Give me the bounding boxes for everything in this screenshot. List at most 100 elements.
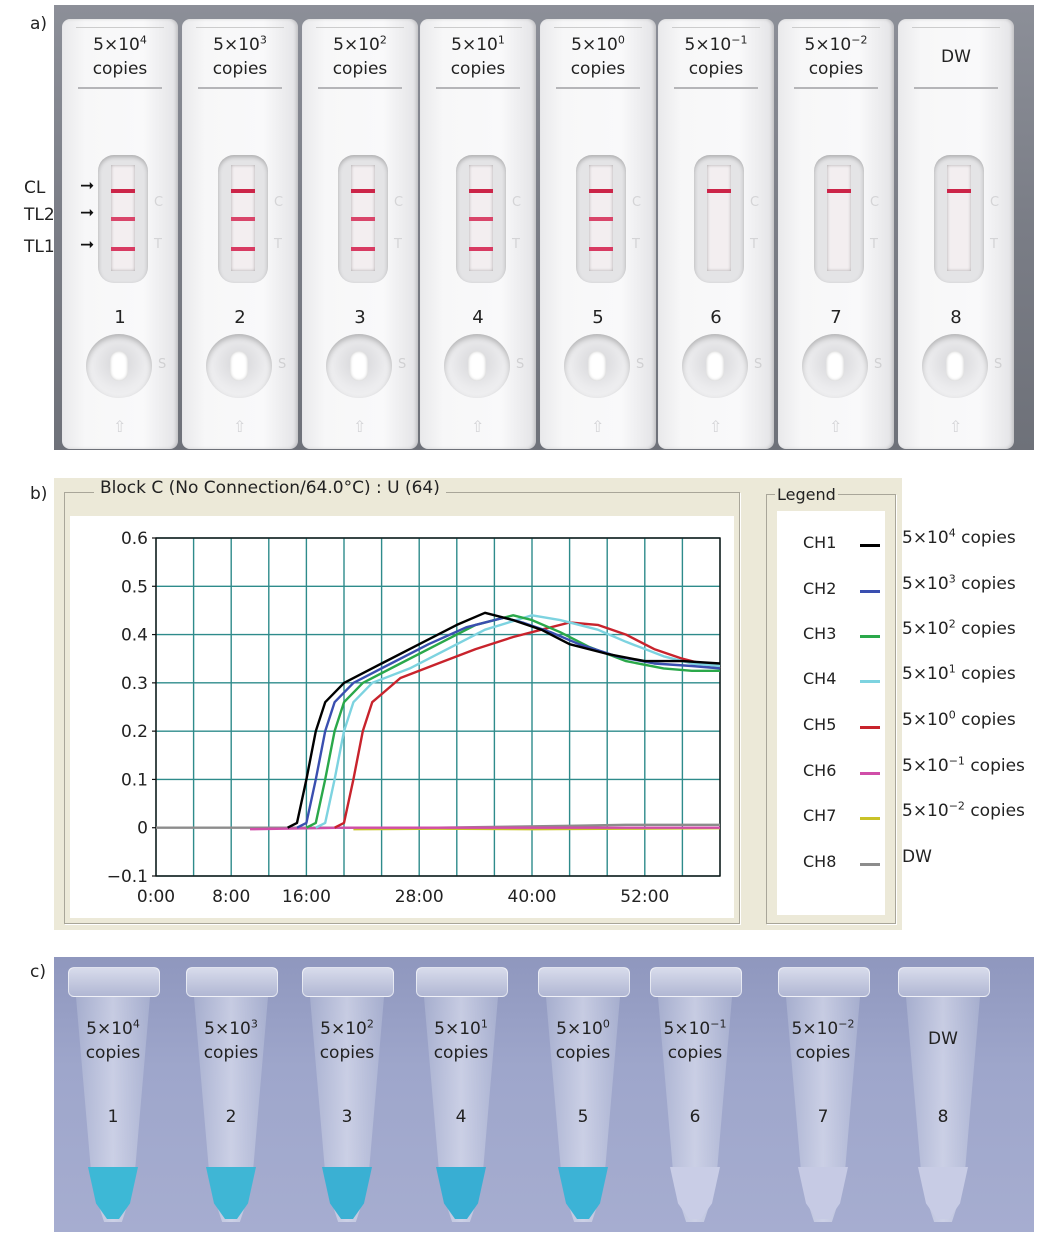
strip-mark-s: S xyxy=(158,357,167,372)
tube-liquid xyxy=(670,1167,720,1219)
x-tick-label: 40:00 xyxy=(508,887,557,907)
strip-mark-s: S xyxy=(398,357,407,372)
strip-number: 4 xyxy=(472,307,484,328)
strip-label-rule xyxy=(198,87,282,89)
test-line-tl2 xyxy=(469,217,493,221)
strip-mark-t: T xyxy=(512,237,520,252)
label-unit: copies xyxy=(964,756,1025,776)
tube-number: 4 xyxy=(455,1107,467,1127)
panel-a-test-strips-photo: 5×104 copies C T 1 S ⇧ 5×103 copies C T 2 S ⇧ 5×102 cop… xyxy=(54,5,1034,450)
strip-mark-t: T xyxy=(394,237,402,252)
test-strip: 5×10−2 copies C T 7 S ⇧ xyxy=(778,19,894,449)
tube-cap xyxy=(68,967,160,997)
legend-channel-label: CH1 xyxy=(803,533,837,552)
legend-entry-text: 5×104 copies xyxy=(902,526,1016,548)
test-line-tl2 xyxy=(231,217,255,221)
legend-entry-text: 5×101 copies xyxy=(902,663,1016,684)
sample-hole xyxy=(826,351,844,381)
tube-cap xyxy=(898,967,990,997)
test-line-tl1 xyxy=(589,247,613,251)
legend-swatch xyxy=(860,590,880,593)
label-unit: copies xyxy=(450,59,506,79)
label-base: 5×10 xyxy=(902,756,949,776)
strip-label-rule xyxy=(794,87,878,89)
label-unit: copies xyxy=(964,801,1025,821)
test-strip: 5×102 copies C T 3 S ⇧ xyxy=(302,19,418,449)
legend-channel-label: CH8 xyxy=(803,852,837,871)
test-line-tl2 xyxy=(351,217,375,221)
strip-top-edge xyxy=(196,27,284,28)
test-line-cl xyxy=(827,189,851,193)
label-exponent: 4 xyxy=(948,526,956,540)
series-line-ch3 xyxy=(305,614,720,829)
tube-number: 3 xyxy=(341,1107,353,1127)
strip-top-edge xyxy=(76,27,164,28)
test-line-cl xyxy=(469,189,493,193)
label-exponent: 0 xyxy=(617,33,625,47)
flow-arrow-icon: ⇧ xyxy=(949,417,963,436)
label-unit: copies xyxy=(795,1043,851,1063)
label-base: 5×10 xyxy=(902,664,949,684)
strip-top-edge xyxy=(434,27,522,28)
tube-cap xyxy=(302,967,394,997)
sample-hole xyxy=(110,351,128,381)
strip-label: 5×102 copies xyxy=(302,33,418,81)
label-exponent: 2 xyxy=(366,1017,374,1031)
label-base: 5×10 xyxy=(86,1019,133,1039)
legend-swatch xyxy=(860,544,880,547)
label-exponent: −1 xyxy=(710,1017,727,1031)
label-unit: copies xyxy=(92,59,148,79)
test-line-cl xyxy=(707,189,731,193)
tube-label: 5×10−1 copies xyxy=(640,1017,750,1065)
label-exponent: 3 xyxy=(250,1017,258,1031)
tube-cap xyxy=(416,967,508,997)
label-exponent: 0 xyxy=(948,708,956,722)
x-tick-label: 28:00 xyxy=(395,887,444,907)
strip-number: 1 xyxy=(114,307,126,328)
strip-number: 2 xyxy=(234,307,246,328)
strip-mark-s: S xyxy=(278,357,287,372)
test-line-cl xyxy=(589,189,613,193)
y-tick-label: −0.1 xyxy=(107,867,148,887)
tube-cap xyxy=(538,967,630,997)
label-exponent: −1 xyxy=(731,33,748,47)
strip-label-rule xyxy=(914,87,998,89)
series-line-ch6 xyxy=(249,826,720,831)
legend-channel-label: CH4 xyxy=(803,669,837,688)
plot-border xyxy=(155,537,721,877)
test-line-tl1 xyxy=(469,247,493,251)
tube-number: 1 xyxy=(107,1107,119,1127)
strip-mark-t: T xyxy=(870,237,878,252)
label-base: 5×10 xyxy=(93,35,140,55)
label-exponent: 1 xyxy=(497,33,505,47)
label-base: 5×10 xyxy=(902,710,949,730)
result-window xyxy=(947,165,971,271)
x-tick-label: 0:00 xyxy=(137,887,175,907)
strip-top-edge xyxy=(554,27,642,28)
strip-mark-s: S xyxy=(516,357,525,372)
test-line-tl2 xyxy=(589,217,613,221)
legend-swatch xyxy=(860,772,880,775)
strip-top-edge xyxy=(672,27,760,28)
side-label-tl1: TL1 xyxy=(24,237,55,257)
label-unit: copies xyxy=(955,619,1016,639)
label-exponent: 4 xyxy=(139,33,147,47)
flow-arrow-icon: ⇧ xyxy=(113,417,127,436)
strip-label: 5×104 copies xyxy=(62,33,178,81)
legend-entry-text: 5×102 copies xyxy=(902,618,1016,639)
label-base: DW xyxy=(928,1029,958,1049)
legend-entry-text: DW xyxy=(902,847,932,867)
label-base: 5×10 xyxy=(434,1019,481,1039)
strip-mark-c: C xyxy=(512,195,522,210)
legend-channel-label: CH3 xyxy=(803,624,837,643)
reaction-tube: 5×103 copies 2 xyxy=(176,957,286,1232)
tube-liquid xyxy=(918,1167,968,1219)
tube-liquid xyxy=(322,1167,372,1219)
strip-top-edge xyxy=(316,27,404,28)
label-exponent: −2 xyxy=(851,33,868,47)
label-base: 5×10 xyxy=(571,35,618,55)
strip-mark-c: C xyxy=(750,195,760,210)
label-base: 5×10 xyxy=(204,1019,251,1039)
test-line-tl1 xyxy=(231,247,255,251)
tube-cap xyxy=(186,967,278,997)
